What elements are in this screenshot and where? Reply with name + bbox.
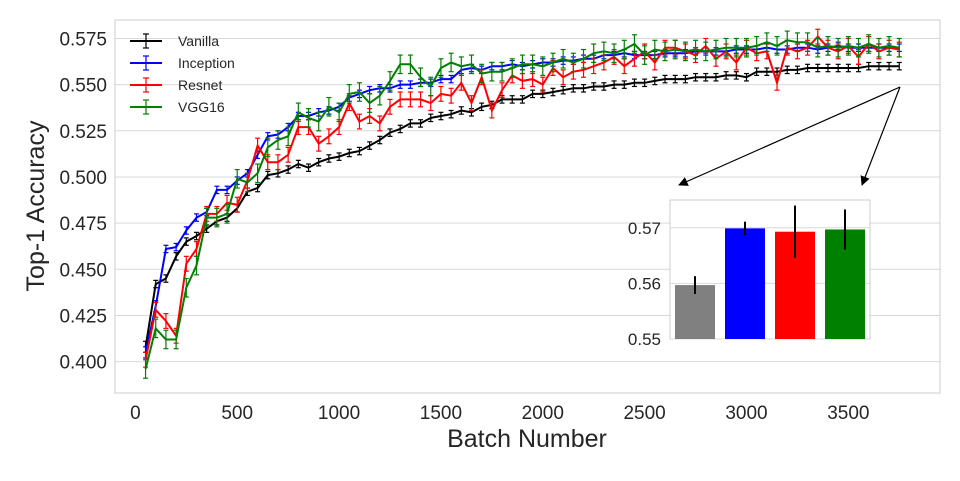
inset-y-tick-label: 0.57 xyxy=(628,219,661,238)
vgg16-line xyxy=(144,39,900,370)
main-plot-frame xyxy=(114,19,941,394)
series-vgg16 xyxy=(143,30,902,379)
legend-label-vgg16: VGG16 xyxy=(178,99,225,115)
x-tick-label: 0 xyxy=(130,403,141,424)
legend-label-vanilla: Vanilla xyxy=(178,33,219,49)
main-tick-labels: 0.4000.4250.4500.4750.5000.5250.5500.575… xyxy=(59,29,869,424)
main-series xyxy=(143,28,902,379)
inset-bar-vanilla xyxy=(675,285,715,339)
y-axis-label: Top-1 Accuracy xyxy=(22,120,50,291)
legend: Vanilla Inception Resnet VGG16 xyxy=(130,33,235,115)
y-tick-label: 0.450 xyxy=(59,260,107,281)
x-tick-label: 500 xyxy=(221,403,253,424)
legend-label-resnet: Resnet xyxy=(178,77,222,93)
y-tick-label: 0.425 xyxy=(59,306,107,327)
zoom-arrow-left xyxy=(678,86,901,186)
inset-tick-labels: 0.55 0.56 0.57 xyxy=(628,219,661,349)
x-tick-label: 2000 xyxy=(522,403,564,424)
y-tick-label: 0.500 xyxy=(59,168,107,189)
x-tick-label: 1500 xyxy=(420,403,462,424)
y-tick-label: 0.400 xyxy=(59,353,107,374)
y-tick-label: 0.550 xyxy=(59,76,107,97)
x-tick-label: 3000 xyxy=(725,403,767,424)
inset-bars xyxy=(675,205,865,339)
inset-y-tick-label: 0.55 xyxy=(628,330,661,349)
x-tick-label: 3500 xyxy=(827,403,869,424)
inset-bar-inception xyxy=(725,228,765,339)
x-axis-label: Batch Number xyxy=(447,425,607,453)
y-tick-label: 0.475 xyxy=(59,214,107,235)
x-tick-label: 1000 xyxy=(318,403,360,424)
y-tick-label: 0.575 xyxy=(59,29,107,50)
legend-label-inception: Inception xyxy=(178,55,235,71)
y-tick-label: 0.525 xyxy=(59,122,107,143)
x-tick-label: 2500 xyxy=(623,403,665,424)
resnet-line xyxy=(144,35,900,360)
zoom-arrow-right xyxy=(860,86,901,186)
inset-y-tick-label: 0.56 xyxy=(628,274,661,293)
